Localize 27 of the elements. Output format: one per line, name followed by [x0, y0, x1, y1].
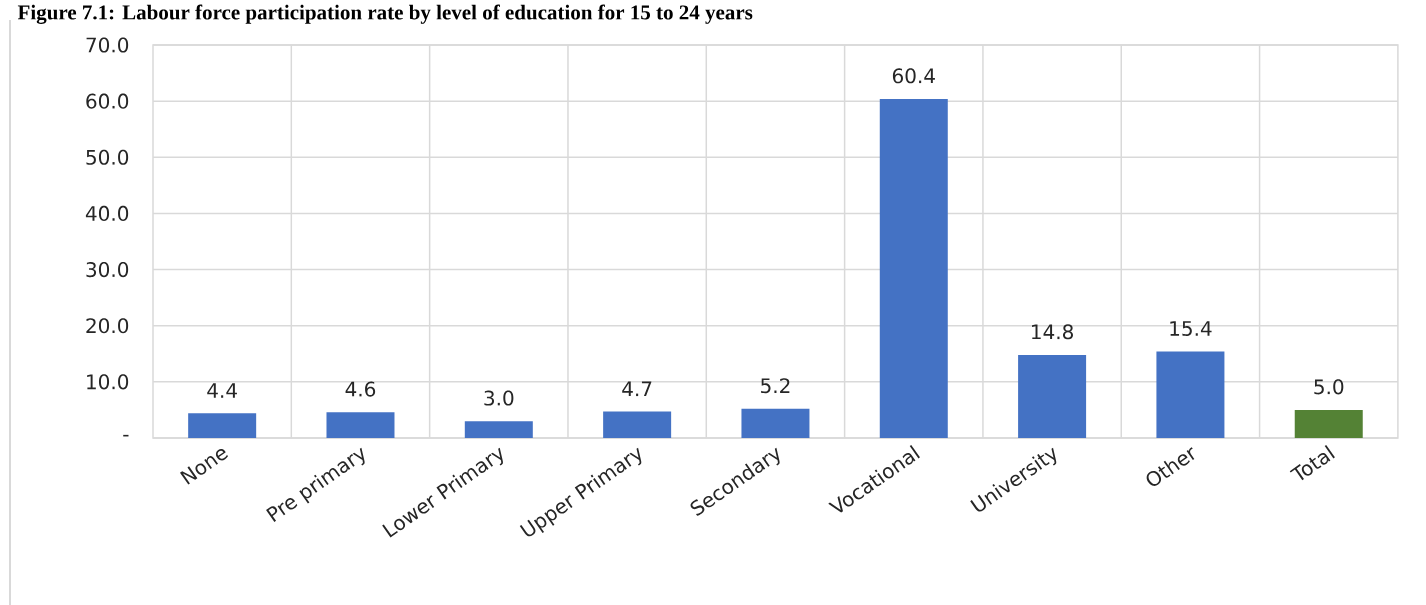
data-label: 4.7: [622, 381, 652, 397]
bar: [326, 412, 395, 438]
y-tick-label: 40.0: [85, 205, 129, 221]
y-tick-label: -: [123, 434, 129, 437]
data-label: 14.8: [1032, 324, 1073, 340]
data-label: 60.4: [892, 68, 935, 84]
data-label: 4.6: [345, 381, 376, 397]
bar: [464, 421, 533, 438]
data-label: 15.4: [1170, 321, 1212, 337]
data-label: 3.0: [484, 390, 514, 406]
bar: [1018, 354, 1087, 438]
data-label: 4.4: [207, 383, 237, 398]
chart-title: Figure 7.1: Labour force participation rate by level of education for 15 to 24 years: [17, 4, 753, 24]
y-tick-label: 50.0: [86, 149, 129, 165]
bar: [188, 413, 257, 438]
y-tick-label: 10.0: [87, 374, 129, 390]
data-label: 5.0: [1314, 379, 1344, 395]
data-label: 5.2: [761, 378, 790, 394]
bar: [1156, 351, 1225, 438]
y-tick-label: 70.0: [86, 37, 129, 53]
y-tick-label: 60.0: [86, 93, 129, 109]
bar: [603, 411, 672, 438]
y-tick-label: 30.0: [86, 262, 129, 278]
bar: [741, 408, 810, 438]
bar: [1294, 409, 1363, 438]
bar: [879, 98, 948, 438]
y-tick-label: 20.0: [86, 318, 129, 334]
